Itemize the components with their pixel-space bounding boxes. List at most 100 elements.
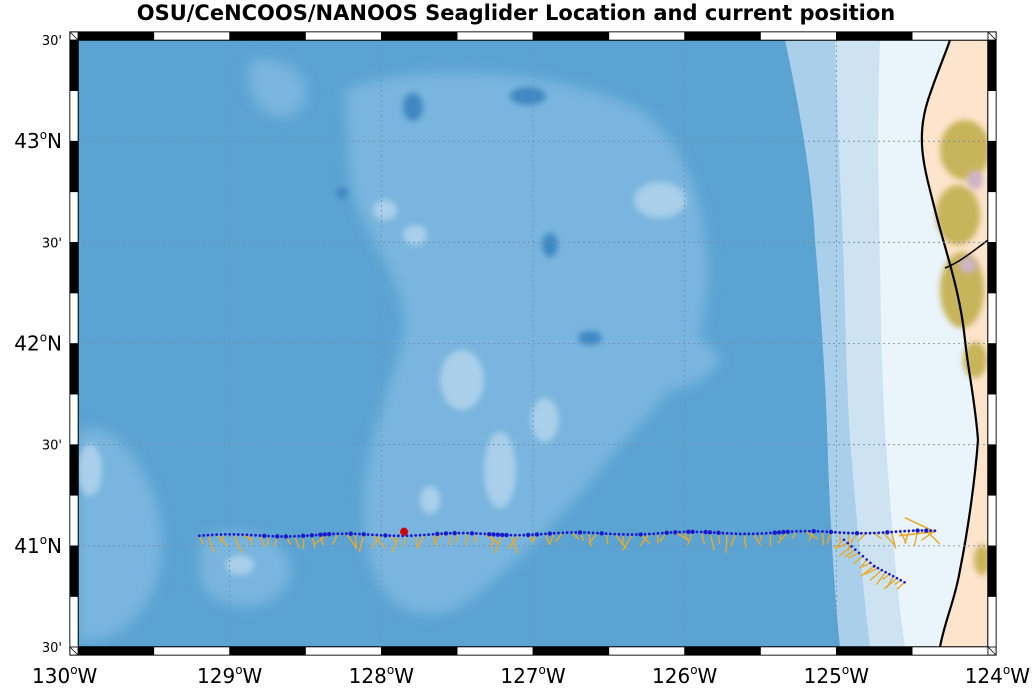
current-arrow — [507, 534, 521, 549]
frame-segment — [760, 31, 837, 41]
track-dot — [388, 534, 392, 538]
track-dot — [854, 531, 860, 536]
frame-segment — [305, 646, 382, 656]
track-dot — [427, 533, 431, 536]
current-arrow — [777, 531, 789, 544]
track-dot — [461, 531, 465, 535]
frame-segment — [760, 646, 837, 656]
lon-value: 129 — [197, 664, 235, 688]
track-dot — [379, 533, 383, 537]
track-dot — [885, 530, 890, 535]
track-dot — [821, 530, 824, 533]
track-dot — [236, 533, 240, 536]
track-dot — [457, 531, 461, 535]
frame-segment — [77, 646, 155, 656]
current-arrow — [904, 516, 936, 533]
frame-segment — [77, 31, 155, 41]
hemisphere-label: W — [1010, 664, 1030, 688]
current-arrow — [490, 534, 495, 549]
lat-minute-label: 30' — [42, 439, 62, 454]
longitude-labels: 130oW 129oW 128oW 127oW 126oW 125oW 124oW — [32, 663, 1030, 688]
track-dot — [267, 534, 270, 538]
track-dot — [869, 561, 872, 565]
lon-tick-label: 125oW — [804, 663, 870, 688]
track-dot — [525, 532, 531, 538]
track-dot — [318, 532, 323, 537]
track-dot — [634, 533, 638, 536]
track-dot — [405, 534, 409, 538]
track-dot — [716, 530, 721, 536]
track-dot — [452, 530, 457, 536]
track-dot — [583, 531, 586, 534]
track-dot — [656, 532, 660, 535]
track-dot — [300, 533, 306, 539]
frame-segment — [69, 545, 79, 597]
frame-corner-diagonal — [987, 646, 997, 656]
track-dot — [785, 529, 790, 535]
current-arrow — [857, 532, 867, 542]
track-dot — [613, 532, 617, 536]
current-vectors — [198, 516, 941, 590]
current-arrow — [821, 531, 825, 546]
track-dot — [197, 534, 201, 538]
current-arrow — [484, 533, 499, 544]
track-dot — [223, 532, 227, 536]
track-dot — [206, 533, 210, 537]
track-dot — [534, 532, 540, 537]
lon-tick-label: 124oW — [965, 663, 1031, 688]
track-dot — [443, 531, 449, 536]
track-dot — [617, 532, 621, 536]
track-dot — [210, 533, 214, 537]
current-arrow — [605, 533, 609, 545]
track-dot — [215, 533, 219, 537]
state-boundary — [944, 239, 988, 269]
track-dot — [884, 570, 887, 574]
track-dot — [474, 532, 478, 535]
frame-segment — [532, 31, 610, 41]
track-dot — [552, 531, 556, 535]
current-arrow — [683, 531, 689, 541]
current-arrow — [433, 533, 443, 544]
track-dot — [587, 531, 591, 535]
current-arrow — [207, 534, 215, 553]
frame-segment — [836, 646, 913, 656]
lat-tick-label: 41oN — [14, 533, 62, 558]
current-arrow — [898, 530, 936, 537]
track-dot — [353, 532, 357, 536]
track-dot — [721, 531, 725, 535]
hemisphere-label: W — [394, 664, 414, 688]
track-dot — [448, 531, 452, 535]
current-arrow — [622, 534, 633, 552]
frame-segment — [69, 444, 79, 496]
track-dot — [544, 532, 547, 536]
track-dot — [734, 532, 738, 536]
track-dot — [907, 529, 911, 533]
track-dot — [660, 531, 664, 535]
frame-segment — [229, 646, 306, 656]
current-arrow — [219, 533, 226, 544]
track-dot — [621, 533, 625, 536]
track-dot — [431, 532, 435, 536]
track-dot — [816, 529, 820, 533]
current-arrow — [864, 567, 879, 576]
degree-symbol: o — [40, 533, 47, 547]
current-arrow — [896, 581, 906, 590]
track-dot — [838, 531, 842, 534]
track-dot — [483, 532, 487, 536]
frame-segment — [69, 140, 79, 193]
degree-symbol: o — [690, 663, 697, 677]
current-arrow — [639, 533, 650, 547]
track-dot — [495, 532, 501, 537]
frame-segment — [987, 292, 997, 344]
lat-minute-label: 30' — [42, 34, 62, 49]
track-dot — [929, 529, 932, 533]
track-dot — [725, 531, 729, 535]
track-dot — [396, 534, 400, 538]
current-arrow — [494, 534, 503, 554]
current-arrow — [267, 535, 270, 546]
track-dot — [703, 529, 708, 535]
track-dot — [491, 532, 496, 537]
current-arrow — [834, 539, 845, 549]
current-arrow — [448, 533, 451, 546]
